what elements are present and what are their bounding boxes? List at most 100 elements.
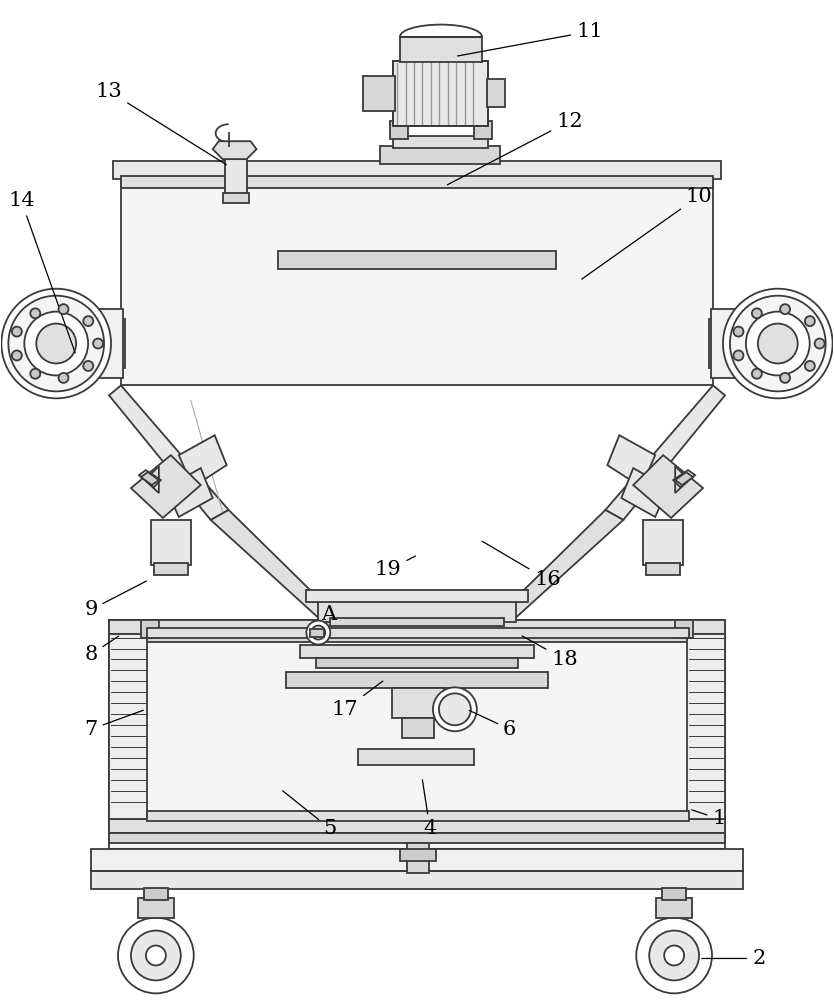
Circle shape [30, 308, 40, 318]
Bar [109, 620, 725, 634]
Circle shape [12, 350, 22, 360]
Bar [402, 718, 434, 738]
Circle shape [131, 931, 181, 980]
Text: 17: 17 [332, 681, 383, 719]
Circle shape [83, 316, 93, 326]
Bar [109, 819, 725, 833]
Circle shape [433, 687, 477, 731]
Text: 2: 2 [702, 949, 766, 968]
Bar [662, 888, 686, 900]
Bar [330, 618, 504, 626]
Circle shape [58, 304, 68, 314]
Circle shape [36, 324, 76, 363]
Bar [121, 176, 713, 385]
Bar [306, 590, 528, 602]
Bar [91, 849, 743, 871]
Circle shape [439, 693, 471, 725]
Circle shape [815, 339, 825, 349]
Text: 8: 8 [84, 636, 118, 664]
Bar [487, 79, 505, 107]
Bar [109, 620, 725, 849]
Circle shape [146, 946, 166, 965]
Circle shape [306, 621, 330, 645]
Bar [109, 833, 725, 843]
Polygon shape [211, 510, 340, 620]
Bar [393, 61, 488, 126]
Polygon shape [131, 455, 201, 518]
Polygon shape [633, 455, 703, 518]
Polygon shape [109, 385, 229, 520]
Bar [154, 563, 188, 575]
Bar [91, 869, 743, 889]
Text: 9: 9 [84, 581, 147, 619]
Text: 13: 13 [96, 82, 226, 165]
Circle shape [2, 289, 111, 398]
Bar [113, 161, 721, 179]
Bar [151, 520, 191, 565]
Bar [300, 645, 534, 658]
Bar [407, 843, 429, 873]
Text: 14: 14 [8, 191, 75, 353]
Circle shape [12, 327, 22, 337]
Circle shape [780, 304, 790, 314]
Bar [286, 672, 548, 688]
Bar [144, 888, 168, 900]
Polygon shape [605, 385, 725, 520]
Polygon shape [607, 435, 656, 487]
Text: A: A [319, 605, 336, 632]
Text: 1: 1 [691, 809, 726, 828]
Bar [687, 634, 725, 819]
Bar [646, 563, 680, 575]
Bar [316, 658, 518, 668]
Bar [109, 634, 725, 642]
Bar [121, 176, 713, 188]
Circle shape [752, 369, 761, 379]
Circle shape [311, 626, 325, 640]
Circle shape [8, 296, 104, 391]
Text: 18: 18 [522, 636, 578, 669]
Bar [147, 811, 689, 821]
Bar [656, 898, 692, 918]
Circle shape [30, 369, 40, 379]
Bar [393, 61, 488, 126]
Text: 12: 12 [447, 112, 583, 185]
Polygon shape [178, 435, 227, 487]
Bar [709, 319, 765, 368]
Polygon shape [139, 470, 161, 487]
Text: 5: 5 [283, 791, 337, 838]
Bar [358, 749, 474, 765]
Circle shape [758, 324, 798, 363]
Bar [109, 634, 147, 819]
Bar [474, 121, 492, 139]
Circle shape [730, 296, 826, 391]
Polygon shape [145, 466, 158, 493]
Bar [390, 121, 408, 139]
Polygon shape [676, 472, 693, 485]
Bar [279, 251, 555, 269]
Bar [400, 849, 436, 861]
Bar [147, 628, 689, 638]
Circle shape [24, 312, 88, 375]
Polygon shape [673, 470, 695, 487]
Bar [380, 146, 500, 164]
Polygon shape [621, 468, 668, 517]
Bar [319, 600, 515, 622]
Polygon shape [141, 472, 158, 485]
Circle shape [664, 946, 684, 965]
Text: 6: 6 [470, 710, 516, 739]
Text: 10: 10 [582, 187, 712, 279]
Polygon shape [213, 141, 257, 159]
Bar [643, 520, 683, 565]
Circle shape [805, 361, 815, 371]
Polygon shape [166, 468, 213, 517]
Circle shape [752, 308, 761, 318]
Bar [141, 620, 158, 638]
Bar [224, 156, 247, 196]
Bar [400, 37, 482, 62]
Circle shape [733, 327, 743, 337]
Circle shape [649, 931, 699, 980]
Bar [310, 629, 324, 637]
Text: 16: 16 [482, 541, 561, 589]
Bar [363, 76, 395, 111]
Circle shape [83, 361, 93, 371]
